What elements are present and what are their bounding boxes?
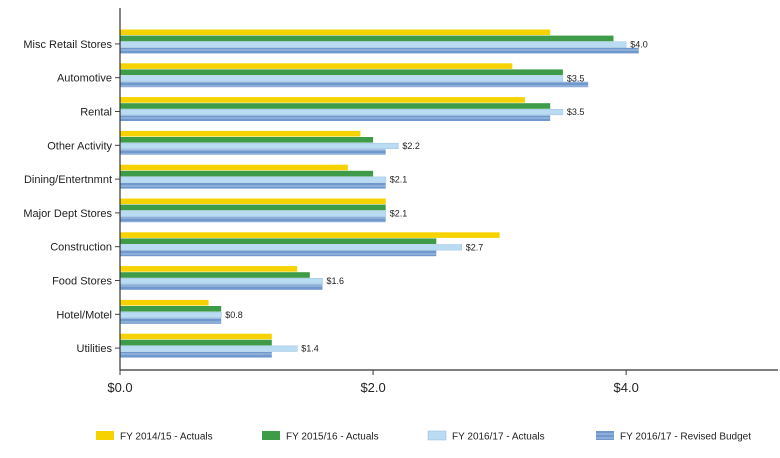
bar-dining-entertnmnt-fy-2016-17-actuals <box>119 176 386 183</box>
bar-rental-fy-2015-16-actuals <box>120 103 551 109</box>
value-label-construction: $2.7 <box>466 242 484 252</box>
bar-utilities-fy-2015-16-actuals <box>120 339 272 346</box>
category-label-automotive: Automotive <box>57 73 112 85</box>
bar-automotive-fy-2014-15-actuals <box>120 63 513 69</box>
category-label-other-activity: Other Activity <box>47 140 112 152</box>
legend-swatch-fy-2016-17-actuals <box>427 430 447 441</box>
bar-major-dept-stores-fy-2016-17-actuals <box>119 210 386 217</box>
x-tick-label-2: $4.0 <box>614 380 639 395</box>
bar-rental-fy-2016-17-revised-budget <box>120 115 551 121</box>
bar-dining-entertnmnt-fy-2015-16-actuals <box>120 170 374 177</box>
bar-rental-fy-2016-17-actuals <box>119 109 564 116</box>
bar-hotel-motel-fy-2014-15-actuals <box>120 299 209 306</box>
value-label-rental: $3.5 <box>567 107 585 117</box>
legend-swatch-fy-2016-17-revised-budget <box>596 431 614 440</box>
category-label-utilities: Utilities <box>77 343 113 355</box>
value-label-dining-entertnmnt: $2.1 <box>390 175 408 185</box>
value-label-utilities: $1.4 <box>301 344 319 354</box>
category-label-food-stores: Food Stores <box>52 276 112 288</box>
value-label-other-activity: $2.2 <box>402 141 420 151</box>
bar-construction-fy-2014-15-actuals <box>120 232 500 238</box>
bar-other-activity-fy-2014-15-actuals <box>120 130 361 137</box>
bar-utilities-fy-2016-17-actuals <box>119 345 298 352</box>
bar-automotive-fy-2016-17-revised-budget <box>120 81 589 88</box>
bars-layer <box>119 29 639 358</box>
category-label-dining-entertnmnt: Dining/Entertnmnt <box>24 174 112 186</box>
bar-food-stores-fy-2015-16-actuals <box>120 272 310 278</box>
category-label-construction: Construction <box>50 242 112 254</box>
bar-other-activity-fy-2016-17-revised-budget <box>120 149 386 155</box>
bar-construction-fy-2015-16-actuals <box>120 238 437 244</box>
value-label-misc-retail-stores: $4.0 <box>630 40 648 50</box>
value-label-food-stores: $1.6 <box>327 276 345 286</box>
legend-swatch-fy-2015-16-actuals <box>262 431 280 440</box>
value-labels: $4.0 $3.5 $3.5 $2.2 $2.1 $2.1 $2.7 $1.6 $0.8 $1.4 <box>225 40 648 354</box>
bar-dining-entertnmnt-fy-2014-15-actuals <box>120 164 348 171</box>
bar-construction-fy-2016-17-revised-budget <box>120 250 437 257</box>
legend-label-fy-2016-17-actuals: FY 2016/17 - Actuals <box>452 432 545 443</box>
value-label-hotel-motel: $0.8 <box>225 310 243 320</box>
bar-other-activity-fy-2015-16-actuals <box>120 137 374 143</box>
category-label-hotel-motel: Hotel/Motel <box>56 309 112 321</box>
bar-food-stores-fy-2016-17-actuals <box>119 278 323 285</box>
bar-major-dept-stores-fy-2015-16-actuals <box>120 204 386 211</box>
bar-misc-retail-stores-fy-2016-17-revised-budget <box>120 47 639 54</box>
bar-construction-fy-2016-17-actuals <box>119 244 462 251</box>
bar-automotive-fy-2015-16-actuals <box>120 69 563 75</box>
bar-food-stores-fy-2016-17-revised-budget <box>120 284 323 290</box>
bar-major-dept-stores-fy-2014-15-actuals <box>120 198 386 205</box>
legend: FY 2014/15 - Actuals FY 2015/16 - Actuals… <box>96 430 751 443</box>
legend-label-fy-2015-16-actuals: FY 2015/16 - Actuals <box>286 432 379 443</box>
bar-misc-retail-stores-fy-2014-15-actuals <box>120 29 551 36</box>
bar-utilities-fy-2014-15-actuals <box>120 333 272 340</box>
category-label-misc-retail-stores: Misc Retail Stores <box>23 39 112 51</box>
x-tick-labels: $0.0 $2.0 $4.0 <box>107 380 639 395</box>
bar-food-stores-fy-2014-15-actuals <box>120 266 298 272</box>
bar-rental-fy-2014-15-actuals <box>120 97 525 103</box>
bar-hotel-motel-fy-2016-17-actuals <box>119 311 222 318</box>
bar-hotel-motel-fy-2015-16-actuals <box>120 306 222 312</box>
category-labels: Misc Retail Stores Automotive Rental Other … <box>23 39 112 355</box>
axis-layer <box>115 8 778 375</box>
legend-label-fy-2014-15-actuals: FY 2014/15 - Actuals <box>120 432 213 443</box>
bar-hotel-motel-fy-2016-17-revised-budget <box>120 318 222 324</box>
bar-utilities-fy-2016-17-revised-budget <box>120 352 272 358</box>
bar-automotive-fy-2016-17-actuals <box>119 75 564 82</box>
x-tick-label-0: $0.0 <box>107 380 132 395</box>
legend-label-fy-2016-17-revised-budget: FY 2016/17 - Revised Budget <box>620 432 751 443</box>
bar-other-activity-fy-2016-17-actuals <box>119 142 399 149</box>
value-label-major-dept-stores: $2.1 <box>390 209 408 219</box>
x-tick-label-1: $2.0 <box>360 380 385 395</box>
bar-misc-retail-stores-fy-2016-17-actuals <box>119 41 627 48</box>
bar-major-dept-stores-fy-2016-17-revised-budget <box>120 216 386 223</box>
bar-misc-retail-stores-fy-2015-16-actuals <box>120 35 614 42</box>
category-label-rental: Rental <box>80 107 112 119</box>
legend-swatch-fy-2014-15-actuals <box>96 431 114 440</box>
bar-dining-entertnmnt-fy-2016-17-revised-budget <box>120 183 386 189</box>
category-label-major-dept-stores: Major Dept Stores <box>23 208 112 220</box>
value-label-automotive: $3.5 <box>567 73 585 83</box>
